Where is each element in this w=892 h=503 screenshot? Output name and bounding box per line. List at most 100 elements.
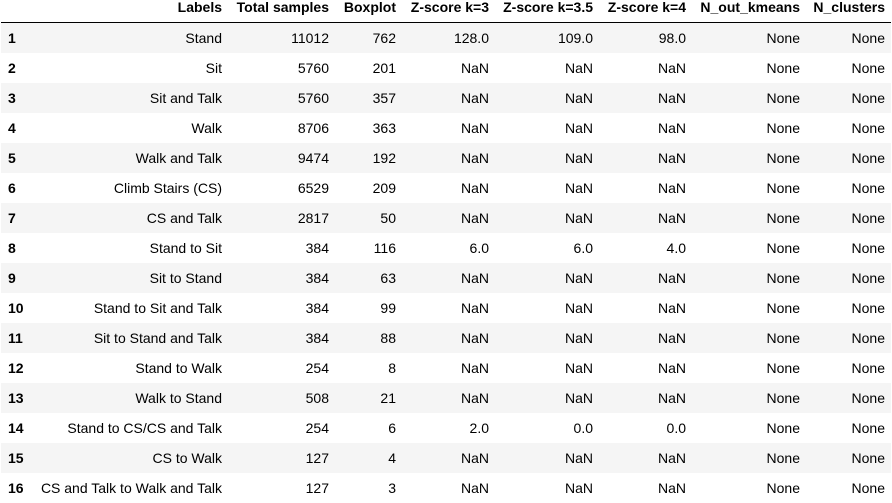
- cell-zscore-k3-5: NaN: [564, 299, 593, 316]
- cell-zscore-k4: NaN: [657, 449, 686, 466]
- cell-boxplot: 6: [388, 419, 396, 436]
- cell-zscore-k4: NaN: [657, 389, 686, 406]
- header-row: Labels Total samples Boxplot Z-score k=3 Z-s…: [1, 0, 891, 23]
- cell-zscore-k4: 0.0: [666, 419, 686, 436]
- cell-n-out-kmeans: None: [766, 419, 800, 436]
- table-row: 14 Stand to CS/CS and Talk 254 6 2.0 0.0 0.0 No…: [1, 412, 891, 443]
- cell-total-samples: 9474: [297, 149, 329, 166]
- cell-labels: Sit: [205, 59, 222, 76]
- cell-total-samples: 127: [305, 479, 329, 496]
- cell-labels: Walk: [191, 119, 222, 136]
- cell-zscore-k4: NaN: [657, 479, 686, 496]
- cell-zscore-k3: NaN: [460, 269, 489, 286]
- table-row: 7 CS and Talk 2817 50 NaN NaN NaN None None: [1, 202, 891, 233]
- cell-total-samples: 127: [305, 449, 329, 466]
- table-row: 5 Walk and Talk 9474 192 NaN NaN NaN None None: [1, 142, 891, 173]
- cell-n-out-kmeans: None: [766, 149, 800, 166]
- row-index: 8: [8, 239, 16, 256]
- cell-zscore-k3-5: NaN: [564, 209, 593, 226]
- cell-n-clusters: None: [851, 179, 885, 196]
- column-header-zscore-k4: Z-score k=4: [599, 0, 692, 23]
- table-header: Labels Total samples Boxplot Z-score k=3 Z-s…: [1, 0, 891, 23]
- cell-labels: Walk to Stand: [135, 389, 222, 406]
- cell-n-clusters: None: [851, 89, 885, 106]
- table-row: 8 Stand to Sit 384 116 6.0 6.0 4.0 None None: [1, 232, 891, 263]
- cell-n-clusters: None: [851, 299, 885, 316]
- row-index: 12: [8, 359, 24, 376]
- column-header-index: [1, 0, 31, 23]
- cell-zscore-k4: NaN: [657, 359, 686, 376]
- cell-n-clusters: None: [851, 479, 885, 496]
- cell-n-clusters: None: [851, 359, 885, 376]
- cell-total-samples: 6529: [297, 179, 329, 196]
- column-header-n-out-kmeans: N_out_kmeans: [692, 0, 806, 23]
- cell-total-samples: 5760: [297, 59, 329, 76]
- cell-labels: Stand to CS/CS and Talk: [67, 419, 222, 436]
- cell-n-clusters: None: [851, 29, 885, 46]
- cell-n-out-kmeans: None: [766, 209, 800, 226]
- cell-zscore-k3: 6.0: [469, 239, 489, 256]
- cell-labels: Sit to Stand: [149, 269, 222, 286]
- cell-zscore-k3-5: NaN: [564, 359, 593, 376]
- cell-zscore-k3-5: NaN: [564, 269, 593, 286]
- cell-total-samples: 254: [305, 419, 329, 436]
- cell-total-samples: 508: [305, 389, 329, 406]
- cell-labels: CS and Talk: [146, 209, 222, 226]
- cell-n-clusters: None: [851, 329, 885, 346]
- cell-zscore-k3: NaN: [460, 149, 489, 166]
- cell-labels: Sit to Stand and Talk: [93, 329, 222, 346]
- row-index: 7: [8, 209, 16, 226]
- cell-labels: Walk and Talk: [135, 149, 222, 166]
- cell-zscore-k4: NaN: [657, 59, 686, 76]
- cell-n-clusters: None: [851, 269, 885, 286]
- cell-zscore-k3: NaN: [460, 389, 489, 406]
- row-index: 15: [8, 449, 24, 466]
- cell-n-out-kmeans: None: [766, 239, 800, 256]
- cell-zscore-k3: 2.0: [469, 419, 489, 436]
- row-index: 5: [8, 149, 16, 166]
- cell-total-samples: 384: [305, 269, 329, 286]
- cell-n-clusters: None: [851, 149, 885, 166]
- table-row: 9 Sit to Stand 384 63 NaN NaN NaN None None: [1, 262, 891, 293]
- cell-zscore-k3: NaN: [460, 449, 489, 466]
- cell-labels: Sit and Talk: [149, 89, 222, 106]
- column-header-labels: Labels: [31, 0, 228, 23]
- cell-n-out-kmeans: None: [766, 479, 800, 496]
- cell-n-out-kmeans: None: [766, 59, 800, 76]
- row-index: 1: [8, 29, 16, 46]
- cell-boxplot: 8: [388, 359, 396, 376]
- cell-zscore-k3: NaN: [460, 179, 489, 196]
- cell-boxplot: 3: [388, 479, 396, 496]
- cell-zscore-k3-5: 109.0: [557, 29, 593, 46]
- cell-n-out-kmeans: None: [766, 179, 800, 196]
- cell-n-out-kmeans: None: [766, 389, 800, 406]
- table-row: 16 CS and Talk to Walk and Talk 127 3 NaN NaN…: [1, 472, 891, 503]
- cell-zscore-k3: NaN: [460, 329, 489, 346]
- cell-labels: Stand to Sit and Talk: [93, 299, 222, 316]
- row-index: 9: [8, 269, 16, 286]
- cell-zscore-k3: NaN: [460, 119, 489, 136]
- cell-zscore-k3: NaN: [460, 299, 489, 316]
- cell-boxplot: 116: [373, 239, 396, 256]
- column-header-zscore-k3-5: Z-score k=3.5: [495, 0, 599, 23]
- cell-zscore-k4: NaN: [657, 209, 686, 226]
- cell-n-clusters: None: [851, 239, 885, 256]
- cell-zscore-k3-5: NaN: [564, 449, 593, 466]
- column-header-zscore-k3: Z-score k=3: [402, 0, 495, 23]
- table-row: 6 Climb Stairs (CS) 6529 209 NaN NaN NaN None No…: [1, 172, 891, 203]
- row-index: 4: [8, 119, 16, 136]
- cell-zscore-k3-5: 0.0: [573, 419, 593, 436]
- row-index: 10: [8, 299, 24, 316]
- cell-boxplot: 63: [380, 269, 396, 286]
- cell-n-clusters: None: [851, 209, 885, 226]
- cell-total-samples: 8706: [297, 119, 329, 136]
- cell-boxplot: 88: [380, 329, 396, 346]
- row-index: 16: [8, 479, 24, 496]
- cell-zscore-k4: NaN: [657, 149, 686, 166]
- cell-zscore-k3: NaN: [460, 479, 489, 496]
- cell-zscore-k3-5: NaN: [564, 149, 593, 166]
- cell-boxplot: 192: [372, 149, 396, 166]
- cell-zscore-k4: NaN: [657, 119, 686, 136]
- table-row: 4 Walk 8706 363 NaN NaN NaN None None: [1, 112, 891, 143]
